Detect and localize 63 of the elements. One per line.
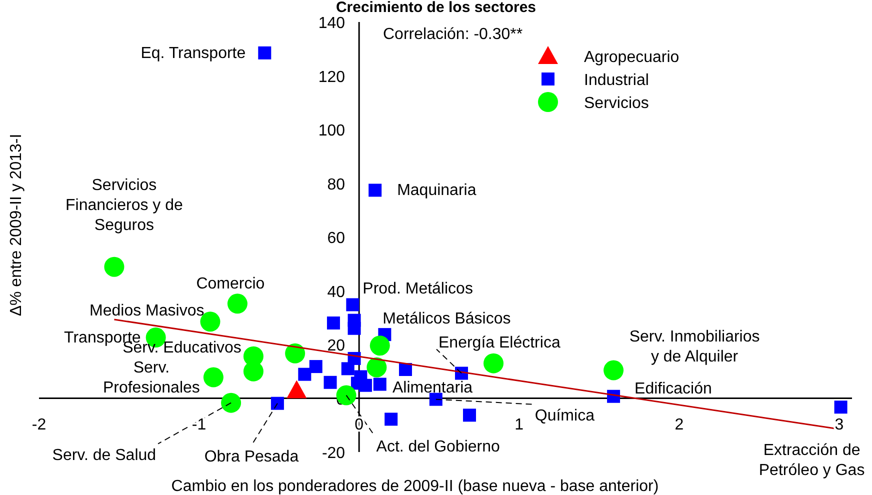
point: [309, 360, 322, 374]
annotation: Extracción de Petróleo y Gas: [758, 442, 865, 480]
annotation: Alimentaria: [392, 379, 473, 396]
annotation: Serv. de Salud: [52, 446, 156, 464]
annotation: Serv. Inmobiliarios y de Alquiler: [629, 328, 760, 366]
point: [341, 362, 354, 376]
point: [366, 357, 387, 378]
point: [285, 343, 306, 364]
annotation: Química: [534, 407, 595, 424]
legend-label: Industrial: [584, 72, 649, 89]
point: [286, 380, 307, 398]
annotation: Energía Eléctrica: [438, 334, 560, 352]
point: [104, 256, 124, 277]
point: [221, 392, 242, 413]
annotation: Obra Pesada: [204, 448, 299, 466]
y-tick-label: 100: [318, 122, 346, 140]
y-tick-label: 40: [327, 284, 346, 301]
legend-label: Servicios: [584, 95, 649, 112]
y-tick-label: 140: [318, 15, 346, 32]
annotation: Act. del Gobierno: [376, 438, 500, 456]
y-tick-label: 120: [318, 68, 346, 86]
annotation: Medios Masivos: [90, 302, 204, 320]
y-axis-title: Δ% entre 2009-II y 2013-I: [8, 134, 25, 316]
x-tick-label: 3: [834, 416, 844, 434]
point: [368, 184, 382, 197]
point: [346, 298, 360, 312]
point: [463, 408, 476, 422]
point: [270, 396, 284, 410]
point: [484, 353, 504, 374]
annotation: Maquinaria: [397, 182, 476, 200]
y-tick-label: 20: [327, 338, 346, 354]
legend-label: Agropecuario: [584, 49, 680, 66]
y-tick-label: 80: [327, 176, 346, 194]
point: [604, 360, 624, 380]
point: [203, 367, 224, 388]
point: [373, 378, 386, 391]
point: [258, 46, 272, 60]
annotation: Metálicos Básicos: [382, 310, 511, 328]
annotation: Servicios Financieros y de Seguros: [66, 176, 184, 234]
point: [324, 376, 337, 389]
x-tick-label: 1: [514, 416, 524, 434]
x-axis-title: Cambio en los ponderadores de 2009-II (base nueva - base anterior): [171, 478, 659, 495]
x-tick-label: -2: [32, 416, 46, 434]
annotation: Correlación: -0.30**: [383, 26, 523, 43]
x-tick-label: 2: [674, 416, 684, 434]
annotation: Prod. Metálicos: [362, 280, 473, 298]
point: [298, 368, 312, 381]
point: [384, 412, 398, 426]
point: [370, 336, 390, 356]
point: [227, 294, 248, 314]
point: [834, 400, 848, 414]
y-tick-label: 60: [327, 230, 346, 247]
annotation: Serv. Profesionales: [102, 359, 200, 396]
y-tick-label: -20: [322, 445, 346, 462]
point: [429, 392, 442, 406]
point: [398, 362, 412, 376]
annotation: Comercio: [196, 276, 265, 293]
annotation: Edificación: [634, 380, 712, 398]
annotation: Eq. Transporte: [140, 44, 246, 62]
chart-title: Crecimiento de los sectores: [336, 0, 536, 16]
x-tick-label: -1: [192, 416, 206, 434]
point: [348, 322, 361, 335]
point: [326, 316, 340, 330]
